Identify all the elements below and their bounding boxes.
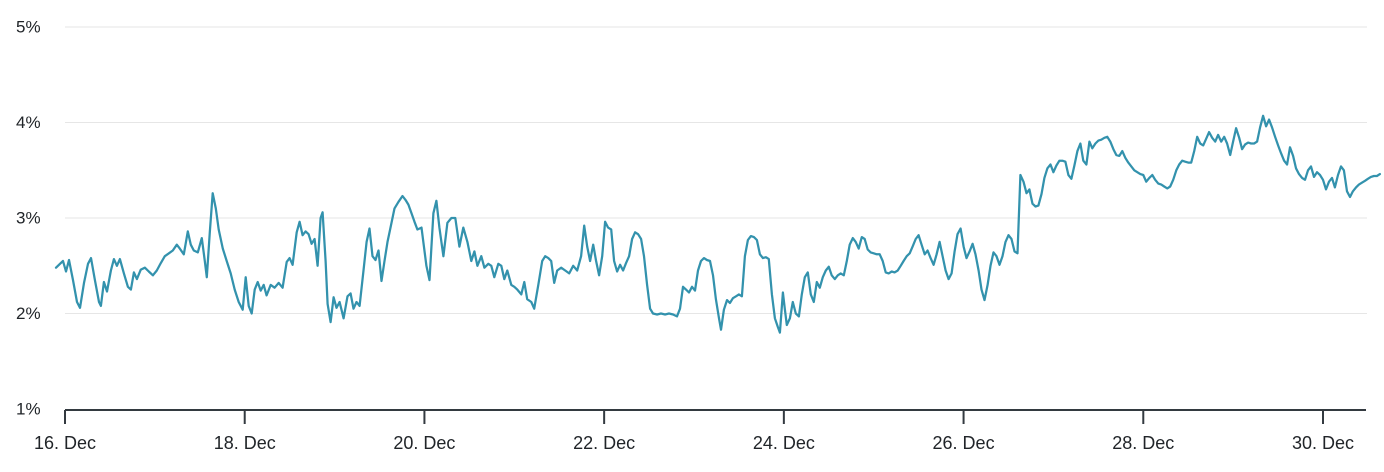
x-axis-label: 20. Dec	[393, 433, 455, 453]
x-axis-label: 26. Dec	[933, 433, 995, 453]
y-axis-labels-layer: 1% 2% 3% 4% 5%	[16, 18, 41, 419]
series-layer	[54, 114, 1382, 334]
x-axis-label: 28. Dec	[1112, 433, 1174, 453]
y-axis-label: 3%	[16, 209, 41, 228]
x-axis-label: 18. Dec	[214, 433, 276, 453]
gridlines-layer	[65, 26, 1367, 314]
plot-area[interactable]	[56, 10, 1384, 414]
x-axis-label: 22. Dec	[573, 433, 635, 453]
y-axis-label: 1%	[16, 400, 41, 419]
y-axis-label: 5%	[16, 18, 41, 37]
x-axis-label: 24. Dec	[753, 433, 815, 453]
x-axis-label: 16. Dec	[34, 433, 96, 453]
y-axis-label: 2%	[16, 304, 41, 323]
x-axis-layer: 16. Dec 18. Dec 20. Dec 22. Dec 24. Dec 26. D…	[34, 409, 1366, 453]
y-axis-label: 4%	[16, 113, 41, 132]
x-axis-label: 30. Dec	[1292, 433, 1354, 453]
series-line	[54, 114, 1382, 334]
